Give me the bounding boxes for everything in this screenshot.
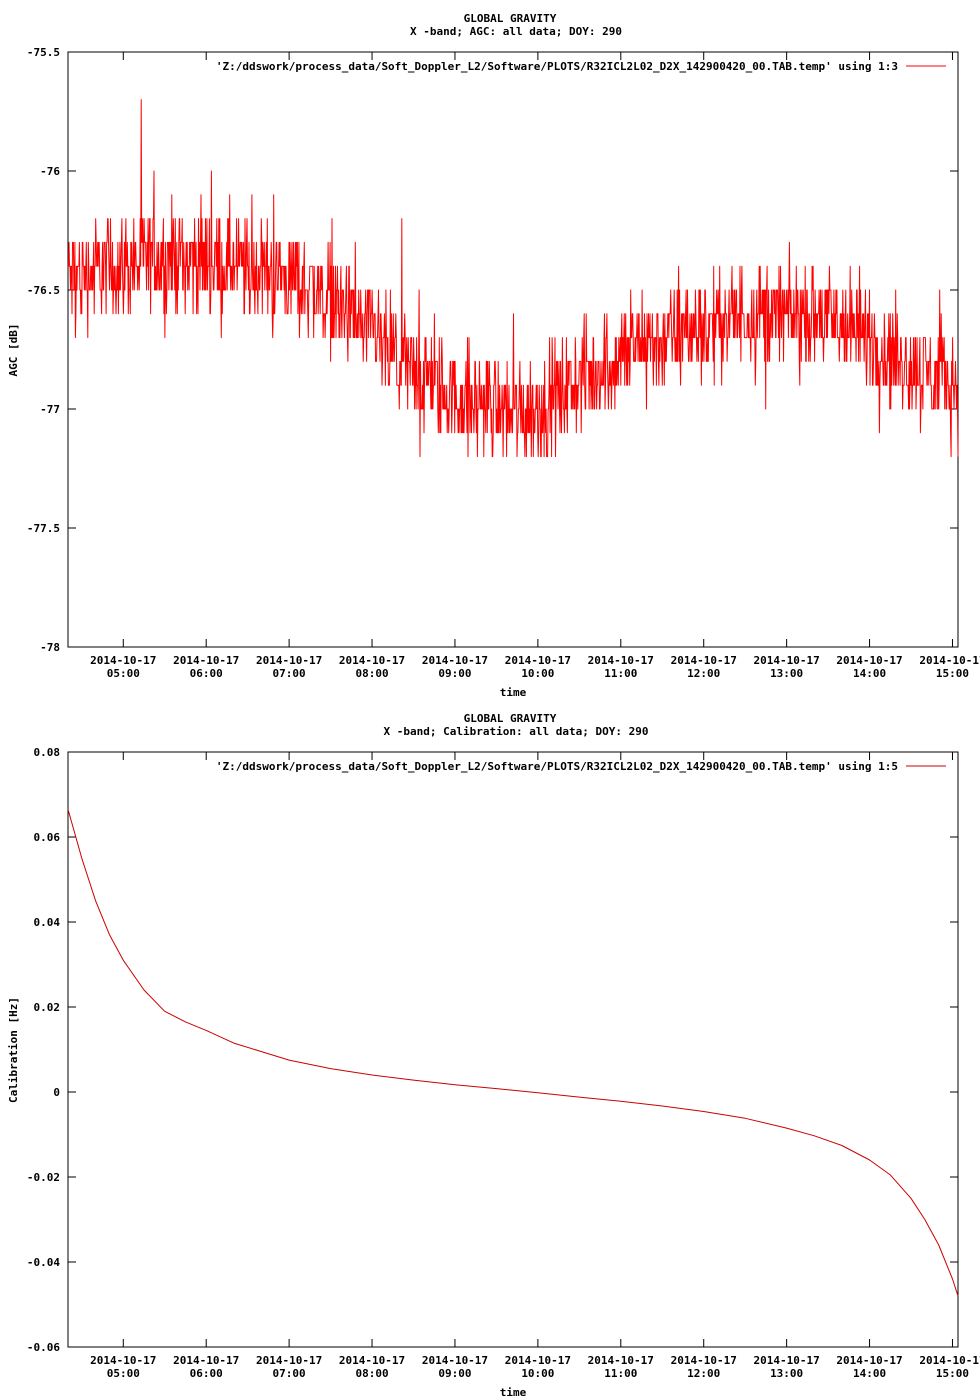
x-tick-label-date: 2014-10-17: [919, 654, 980, 667]
y-tick-label: -76: [40, 165, 60, 178]
y-tick-label: 0.02: [34, 1001, 61, 1014]
y-tick-label: 0.04: [34, 916, 61, 929]
calibration-x-axis-label: time: [500, 1386, 527, 1399]
x-tick-label-date: 2014-10-17: [256, 1354, 322, 1367]
x-tick-label-time: 11:00: [604, 667, 637, 680]
x-tick-label-time: 06:00: [190, 667, 223, 680]
x-tick-label-time: 15:00: [936, 667, 969, 680]
y-tick-label: 0: [53, 1086, 60, 1099]
x-tick-label-date: 2014-10-17: [588, 654, 654, 667]
y-tick-label: -78: [40, 641, 60, 654]
agc-plot-frame: [67, 51, 959, 648]
calibration-legend-label: 'Z:/ddswork/process_data/Soft_Doppler_L2…: [216, 760, 898, 773]
y-tick-label: -0.06: [27, 1341, 60, 1354]
x-tick-label-date: 2014-10-17: [919, 1354, 980, 1367]
x-tick-label-date: 2014-10-17: [671, 1354, 737, 1367]
x-tick-label-time: 11:00: [604, 1367, 637, 1380]
y-tick-label: -75.5: [27, 46, 60, 59]
x-tick-label-date: 2014-10-17: [836, 654, 902, 667]
series-path: [67, 809, 959, 1297]
calibration-axis-ticks: 0.08 0.06 0.04 0.02 0 -0.02 -0.04 -0.06 2014-10-…: [27, 746, 980, 1380]
calibration-series-line: [67, 809, 959, 1297]
x-tick-label-date: 2014-10-17: [422, 654, 488, 667]
x-tick-label-time: 12:00: [687, 1367, 720, 1380]
x-tick-label-time: 05:00: [107, 1367, 140, 1380]
y-tick-label: -0.04: [27, 1256, 60, 1269]
x-tick-label-time: 13:00: [770, 1367, 803, 1380]
series-path: [68, 99, 959, 458]
calibration-y-axis-label: Calibration [Hz]: [7, 997, 20, 1103]
x-tick-label-time: 09:00: [438, 1367, 471, 1380]
y-tick-label: 0.06: [34, 831, 61, 844]
x-tick-label-date: 2014-10-17: [588, 1354, 654, 1367]
agc-legend: 'Z:/ddswork/process_data/Soft_Doppler_L2…: [216, 60, 946, 73]
y-tick-label: -0.02: [27, 1171, 60, 1184]
calibration-plot-frame: [67, 751, 959, 1348]
x-tick-label-time: 15:00: [936, 1367, 969, 1380]
agc-legend-label: 'Z:/ddswork/process_data/Soft_Doppler_L2…: [216, 60, 898, 73]
x-tick-label-date: 2014-10-17: [671, 654, 737, 667]
x-tick-label-time: 05:00: [107, 667, 140, 680]
x-tick-label-time: 13:00: [770, 667, 803, 680]
x-tick-label-date: 2014-10-17: [505, 654, 571, 667]
y-tick-label: -76.5: [27, 284, 60, 297]
x-tick-label-time: 10:00: [521, 667, 554, 680]
x-tick-label-date: 2014-10-17: [422, 1354, 488, 1367]
x-tick-label-date: 2014-10-17: [90, 1354, 156, 1367]
x-tick-label-time: 14:00: [853, 667, 886, 680]
x-tick-label-time: 08:00: [355, 667, 388, 680]
agc-chart-subtitle: X -band; AGC: all data; DOY: 290: [410, 25, 622, 38]
x-tick-label-date: 2014-10-17: [90, 654, 156, 667]
x-tick-label-time: 12:00: [687, 667, 720, 680]
x-tick-label-time: 06:00: [190, 1367, 223, 1380]
x-tick-label-date: 2014-10-17: [754, 1354, 820, 1367]
agc-y-axis-label: AGC [dB]: [7, 324, 20, 377]
x-tick-label-time: 10:00: [521, 1367, 554, 1380]
x-tick-label-date: 2014-10-17: [836, 1354, 902, 1367]
calibration-chart: GLOBAL GRAVITY X -band; Calibration: all…: [7, 712, 980, 1399]
x-tick-label-date: 2014-10-17: [173, 1354, 239, 1367]
x-tick-label-time: 08:00: [355, 1367, 388, 1380]
x-tick-label-time: 07:00: [273, 667, 306, 680]
x-tick-label-date: 2014-10-17: [173, 654, 239, 667]
y-tick-label: -77: [40, 403, 60, 416]
x-tick-label-date: 2014-10-17: [754, 654, 820, 667]
x-tick-label-time: 14:00: [853, 1367, 886, 1380]
calibration-legend: 'Z:/ddswork/process_data/Soft_Doppler_L2…: [216, 760, 946, 773]
agc-chart: GLOBAL GRAVITY X -band; AGC: all data; D…: [7, 12, 980, 699]
x-tick-label-time: 09:00: [438, 667, 471, 680]
x-tick-label-date: 2014-10-17: [339, 654, 405, 667]
x-tick-label-time: 07:00: [273, 1367, 306, 1380]
agc-series-line: [68, 99, 959, 458]
calibration-chart-title: GLOBAL GRAVITY: [464, 712, 557, 725]
x-tick-label-date: 2014-10-17: [505, 1354, 571, 1367]
x-tick-label-date: 2014-10-17: [256, 654, 322, 667]
calibration-chart-subtitle: X -band; Calibration: all data; DOY: 290: [384, 725, 649, 738]
y-tick-label: 0.08: [34, 746, 61, 759]
x-tick-label-date: 2014-10-17: [339, 1354, 405, 1367]
agc-x-axis-label: time: [500, 686, 527, 699]
agc-axis-ticks: -75.5-76-76.5-77-77.5-782014-10-1705:002…: [27, 46, 980, 680]
y-tick-label: -77.5: [27, 522, 60, 535]
agc-chart-title: GLOBAL GRAVITY: [464, 12, 557, 25]
